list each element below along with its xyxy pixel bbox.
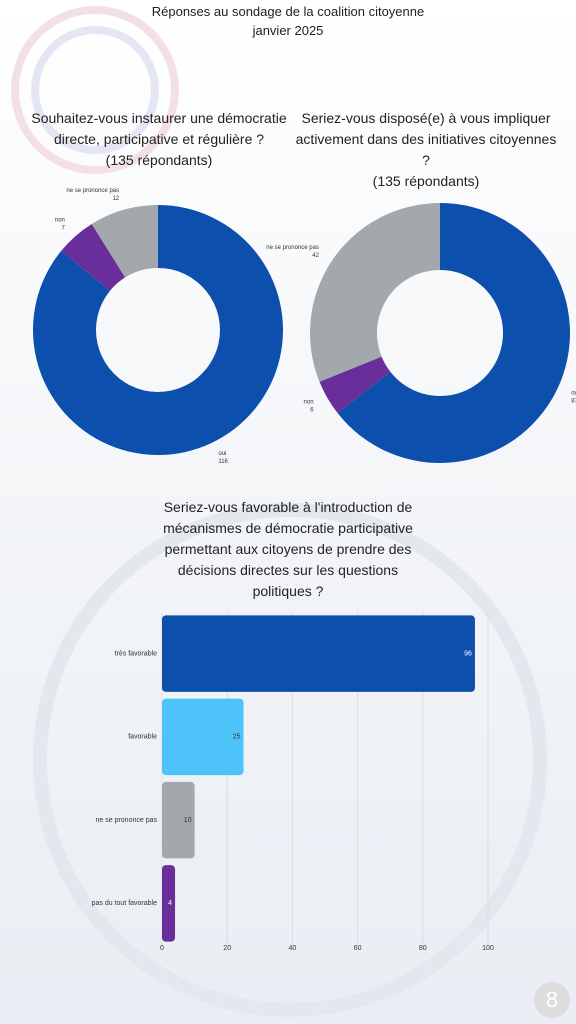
chart-heading: Souhaitez-vous instaurer une démocratie … — [14, 108, 304, 171]
y-tick-label: ne se prononce pas — [96, 817, 158, 824]
slice-value: 12 — [112, 196, 119, 202]
slice-label: oui — [571, 391, 576, 397]
page-number: 8 — [534, 982, 570, 1018]
x-tick-label: 0 — [160, 945, 164, 952]
x-tick-label: 40 — [289, 945, 297, 952]
slice-value: 6 — [310, 408, 314, 414]
chart-subtitle: (135 répondants) — [372, 173, 480, 189]
header-title: Réponses au sondage de la coalition cito… — [151, 4, 425, 19]
x-tick-label: 100 — [482, 945, 494, 952]
decor — [11, 6, 179, 174]
chart-title: Seriez-vous disposé(e) à vous impliquer … — [295, 110, 557, 168]
donut-slice — [310, 203, 440, 382]
chart-title: Seriez-vous favorable à l'introduction d… — [163, 499, 413, 599]
bar-value: 4 — [168, 900, 172, 907]
donut-slice — [319, 356, 391, 414]
x-tick-label: 20 — [223, 945, 231, 952]
header-date: janvier 2025 — [252, 23, 324, 38]
donut-slice — [91, 205, 158, 278]
slice-value: 116 — [218, 459, 228, 465]
decor — [33, 503, 547, 1017]
y-tick-label: très favorable — [115, 650, 158, 657]
y-tick-label: favorable — [128, 734, 157, 741]
chart-title: Souhaitez-vous instaurer une démocratie … — [31, 110, 287, 147]
slice-value: 87 — [571, 399, 576, 405]
slice-value: 42 — [312, 253, 319, 259]
header: Réponses au sondage de la coalition cito… — [88, 2, 488, 40]
x-tick-label: 60 — [354, 945, 362, 952]
slice-label: ne se prononce pas — [66, 188, 119, 194]
chart-subtitle: (135 répondants) — [105, 152, 213, 168]
donut-slice — [337, 203, 570, 463]
slice-label: non — [304, 400, 314, 406]
y-tick-label: pas du tout favorable — [92, 900, 157, 907]
slice-label: oui — [218, 451, 226, 457]
chart-heading: Seriez-vous disposé(e) à vous impliquer … — [292, 108, 560, 192]
decor — [31, 26, 159, 154]
donut-slice — [32, 205, 283, 455]
bar-value: 96 — [464, 650, 472, 657]
bar — [162, 698, 244, 776]
bar — [162, 781, 195, 859]
bar — [162, 865, 176, 942]
donut-slice — [61, 223, 126, 291]
x-tick-label: 80 — [419, 945, 427, 952]
slice-value: 7 — [62, 226, 66, 232]
slice-label: ne se prononce pas — [266, 245, 319, 251]
bar — [162, 615, 475, 692]
bar-value: 10 — [184, 817, 192, 824]
bar-value: 25 — [233, 734, 241, 741]
slice-label: non — [55, 218, 65, 224]
